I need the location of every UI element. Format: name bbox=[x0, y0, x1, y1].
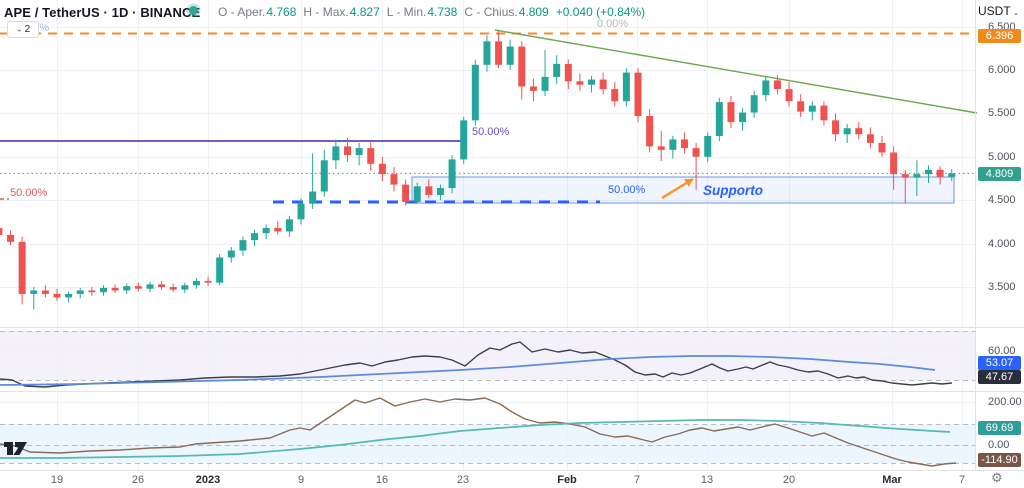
price-tick: 4.000 bbox=[988, 238, 1016, 250]
candles-layer bbox=[0, 30, 956, 310]
arrow-head bbox=[684, 179, 693, 187]
fib-label-50-red: 50.00% bbox=[10, 187, 48, 199]
pane3-tick: 200.00 bbox=[988, 396, 1022, 408]
descending-trendline bbox=[494, 29, 978, 114]
chevron-down-icon: ⌄ bbox=[15, 24, 23, 34]
fib-label-50-blue: 50.00% bbox=[608, 184, 646, 196]
indicators-collapse-button[interactable]: ⌄ 2 bbox=[7, 21, 39, 38]
time-label: 19 bbox=[50, 474, 64, 486]
fib-label-0-top: 0.00% bbox=[597, 18, 629, 30]
fib-label-50-purple: 50.00% bbox=[472, 126, 510, 138]
time-label: Feb bbox=[557, 474, 577, 486]
price-tick: 4.500 bbox=[988, 194, 1016, 206]
time-label: 20 bbox=[782, 474, 796, 486]
price-tick: 5.000 bbox=[988, 151, 1016, 163]
price-tick: 5.500 bbox=[988, 107, 1016, 119]
price-badge: 4.809 bbox=[978, 167, 1021, 181]
time-label: 23 bbox=[456, 474, 470, 486]
price-tick: 6.000 bbox=[988, 64, 1016, 76]
support-zone bbox=[411, 176, 955, 204]
pane3-oscillator bbox=[0, 397, 957, 467]
support-zone-label: Supporto bbox=[703, 183, 763, 198]
chevron-down-icon: ⌄ bbox=[1012, 8, 1020, 17]
time-label: 2023 bbox=[195, 474, 221, 486]
ohlc-close: C - Chius.4.809 bbox=[464, 5, 549, 19]
indicators-count: 2 bbox=[24, 24, 31, 35]
time-axis[interactable]: 19 26 2023 9 16 23 Feb 7 13 20 Mar 7 bbox=[0, 471, 1024, 488]
ohlc-low: L - Min.4.738 bbox=[386, 5, 458, 19]
price-badge: 6.396 bbox=[978, 29, 1021, 43]
price-badge: 47.67 bbox=[978, 370, 1021, 384]
symbol-title[interactable]: APE / TetherUS · 1D · BINANCE bbox=[4, 4, 201, 20]
pane2-band bbox=[0, 331, 975, 380]
time-label: 7 bbox=[633, 474, 641, 486]
time-label: 7 bbox=[958, 474, 966, 486]
pane2-oscillator bbox=[0, 341, 953, 388]
time-label: 26 bbox=[131, 474, 145, 486]
pane2-tick: 60.00 bbox=[988, 345, 1016, 357]
price-axis-border bbox=[975, 0, 976, 488]
market-status-dot[interactable] bbox=[189, 6, 198, 15]
pane3-signal-ma bbox=[0, 419, 951, 459]
time-label: 16 bbox=[375, 474, 389, 486]
price-change: +0.040 (+0.84%) bbox=[555, 5, 646, 19]
gear-icon[interactable]: ⚙ bbox=[991, 469, 1003, 485]
price-badge: 53.07 bbox=[978, 356, 1021, 370]
currency-selector[interactable]: USDT ⌄ bbox=[978, 4, 1020, 18]
chart-header: APE / TetherUS · 1D · BINANCE bbox=[4, 4, 200, 20]
pane3-tick: 0.00 bbox=[988, 439, 1010, 451]
price-tick: 3.500 bbox=[988, 281, 1016, 293]
pane2-signal-ma bbox=[0, 355, 936, 386]
ohlc-open: O - Aper.4.768 bbox=[218, 5, 297, 19]
ohlc-high: H - Max.4.827 bbox=[303, 5, 380, 19]
time-label: 9 bbox=[297, 474, 305, 486]
ohlc-readout: O - Aper.4.768 H - Max.4.827 L - Min.4.7… bbox=[218, 5, 645, 19]
price-badge: 69.69 bbox=[978, 421, 1021, 435]
price-badge: -114.90 bbox=[978, 453, 1021, 467]
time-label: Mar bbox=[882, 474, 902, 486]
time-label: 13 bbox=[700, 474, 714, 486]
tradingview-logo bbox=[4, 442, 27, 455]
